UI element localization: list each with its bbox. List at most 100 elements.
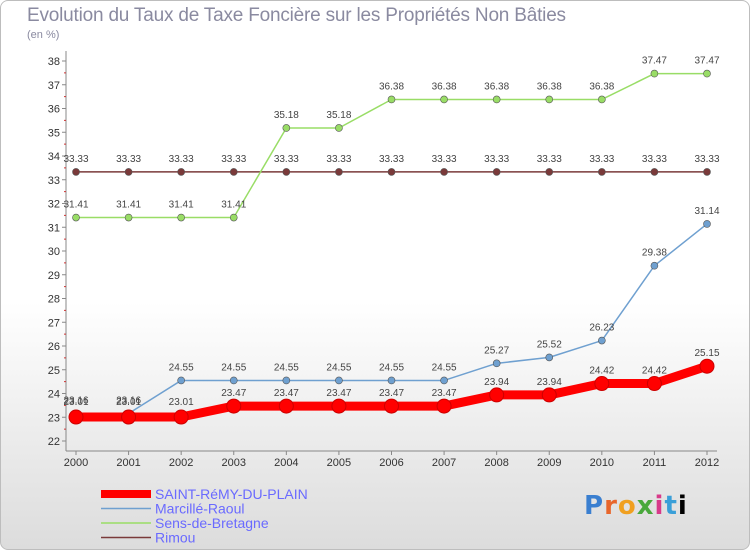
data-point xyxy=(440,376,448,385)
data-label: 24.55 xyxy=(274,362,299,373)
data-point xyxy=(545,168,554,176)
data-label: 37.47 xyxy=(694,56,719,67)
data-label: 23.94 xyxy=(484,377,509,388)
data-point xyxy=(124,168,133,176)
x-tick-label: 2009 xyxy=(537,457,561,469)
data-label: 23.47 xyxy=(432,388,457,399)
data-point xyxy=(492,95,501,104)
data-point xyxy=(387,376,396,385)
y-tick-label: 34 xyxy=(48,151,60,163)
legend-label: Marcillé-Raoul xyxy=(155,501,244,517)
data-point xyxy=(440,95,448,104)
legend-label: Sens-de-Bretagne xyxy=(155,515,269,531)
data-label: 24.42 xyxy=(642,366,667,377)
data-label: 23.16 xyxy=(63,395,88,406)
legend-label: SAINT-RéMY-DU-PLAIN xyxy=(155,486,308,502)
data-point xyxy=(541,387,557,403)
data-point xyxy=(177,376,185,385)
data-label: 35.18 xyxy=(274,110,299,121)
data-point xyxy=(436,398,452,414)
chart-subtitle: (en %) xyxy=(27,29,60,41)
data-point xyxy=(282,376,291,385)
data-label: 25.27 xyxy=(484,345,509,356)
data-label: 24.42 xyxy=(589,366,614,377)
data-point xyxy=(598,168,606,176)
data-label: 24.55 xyxy=(221,362,246,373)
data-label: 23.01 xyxy=(116,397,141,408)
data-point xyxy=(177,168,185,176)
data-label: 33.33 xyxy=(694,154,719,165)
series-2 xyxy=(72,69,711,222)
data-point xyxy=(387,168,396,176)
y-tick-label: 25 xyxy=(48,365,60,377)
data-point xyxy=(650,168,659,176)
x-tick-label: 2008 xyxy=(484,457,508,469)
chart-title: Evolution du Taux de Taxe Foncière sur l… xyxy=(27,5,566,26)
data-label: 33.33 xyxy=(589,154,614,165)
data-point xyxy=(492,359,501,368)
data-label: 33.33 xyxy=(274,154,299,165)
y-tick-label: 37 xyxy=(48,80,60,92)
data-point xyxy=(121,409,137,425)
data-label: 31.14 xyxy=(694,206,719,217)
data-point xyxy=(226,398,242,414)
data-label: 36.38 xyxy=(589,81,614,92)
data-label: 23.47 xyxy=(274,388,299,399)
data-point xyxy=(335,376,343,385)
data-point xyxy=(229,376,238,385)
legend-label: Rimou xyxy=(155,530,195,546)
y-tick-label: 38 xyxy=(48,56,60,68)
data-label: 24.55 xyxy=(169,362,194,373)
data-label: 33.33 xyxy=(116,154,141,165)
data-label: 23.47 xyxy=(379,388,404,399)
x-tick-label: 2005 xyxy=(327,457,351,469)
data-point xyxy=(331,398,347,414)
y-tick-label: 23 xyxy=(48,412,60,424)
data-label: 33.33 xyxy=(432,154,457,165)
data-label: 33.33 xyxy=(326,154,351,165)
data-label: 24.55 xyxy=(379,362,404,373)
data-point xyxy=(335,168,343,176)
data-point xyxy=(68,409,84,425)
data-point xyxy=(440,168,448,176)
data-point xyxy=(699,358,715,374)
x-tick-label: 2003 xyxy=(222,457,246,469)
data-label: 36.38 xyxy=(537,81,562,92)
data-label: 23.47 xyxy=(221,388,246,399)
data-point xyxy=(72,168,80,176)
x-tick-label: 2000 xyxy=(64,457,88,469)
y-tick-label: 27 xyxy=(48,317,60,329)
data-point xyxy=(282,168,291,176)
data-point xyxy=(545,353,554,362)
data-point xyxy=(489,387,505,403)
data-point xyxy=(384,398,399,414)
y-tick-label: 22 xyxy=(48,436,60,448)
data-label: 23.01 xyxy=(169,397,194,408)
x-tick-label: 2012 xyxy=(695,457,719,469)
data-label: 29.38 xyxy=(642,248,667,259)
data-label: 35.18 xyxy=(326,110,351,121)
data-label: 33.33 xyxy=(221,154,246,165)
y-tick-label: 33 xyxy=(48,175,60,187)
data-point xyxy=(278,398,294,414)
data-label: 33.33 xyxy=(537,154,562,165)
data-point xyxy=(545,95,554,104)
x-tick-label: 2002 xyxy=(169,457,193,469)
proxiti-logo: Proxiti xyxy=(584,491,688,521)
data-point xyxy=(229,168,238,176)
data-label: 23.94 xyxy=(537,377,562,388)
x-tick-label: 2007 xyxy=(432,457,456,469)
data-point xyxy=(594,376,610,392)
data-label: 25.15 xyxy=(694,348,719,359)
x-tick-label: 2001 xyxy=(116,457,140,469)
data-point xyxy=(650,261,659,270)
data-label: 33.33 xyxy=(379,154,404,165)
data-point xyxy=(177,213,185,222)
data-point xyxy=(598,95,606,104)
y-tick-label: 32 xyxy=(48,199,60,211)
series-line xyxy=(76,72,707,219)
data-point xyxy=(229,213,238,222)
data-label: 25.52 xyxy=(537,339,562,350)
